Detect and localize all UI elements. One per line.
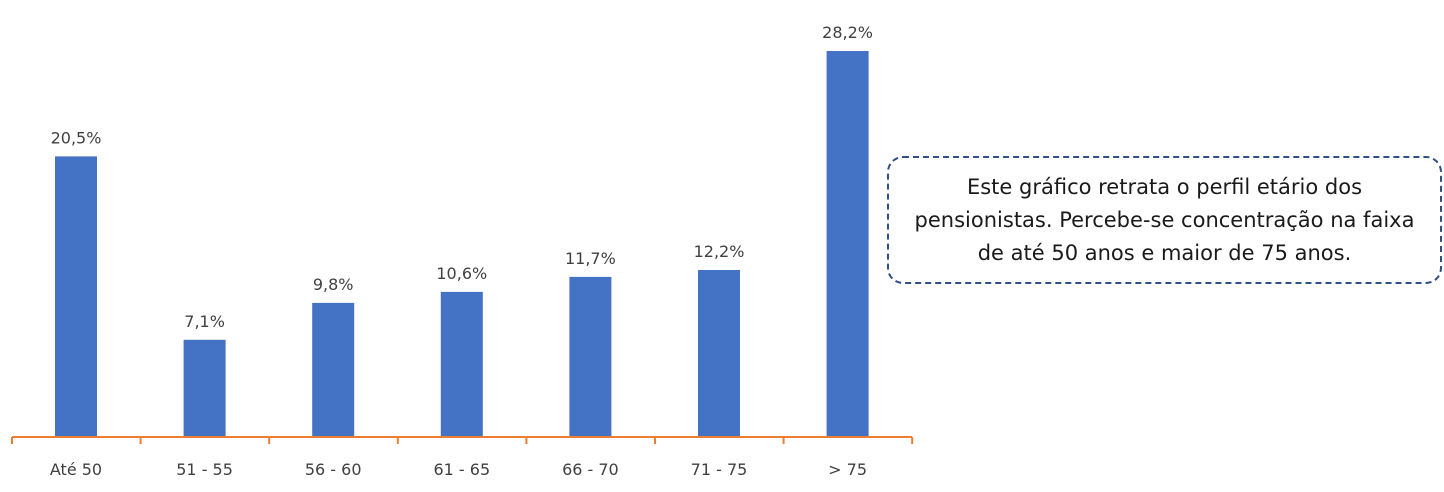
data-label-7: 28,2% xyxy=(822,23,873,42)
data-label-1: 20,5% xyxy=(51,128,102,147)
x-axis xyxy=(11,436,914,444)
data-label-6: 12,2% xyxy=(694,242,745,261)
tick-label-1: Até 50 xyxy=(50,460,102,479)
bar-2 xyxy=(183,339,226,437)
data-label-3: 9,8% xyxy=(313,275,354,294)
bar-1 xyxy=(55,156,97,437)
bar-6 xyxy=(698,270,740,437)
callout-text: Este gráfico retrata o perfil etário dos… xyxy=(914,174,1415,265)
tick-label-6: 71 - 75 xyxy=(691,460,748,479)
tick-label-2: 51 - 55 xyxy=(176,460,233,479)
data-label-5: 11,7% xyxy=(565,249,616,268)
callout-box: Este gráfico retrata o perfil etário dos… xyxy=(887,156,1442,284)
bar-7 xyxy=(826,51,869,437)
tick-labels-layer: Até 50 51 - 55 56 - 60 61 - 65 66 - 70 71 - 7… xyxy=(50,460,867,479)
bar-3 xyxy=(312,302,355,437)
data-label-2: 7,1% xyxy=(184,312,225,331)
tick-label-4: 61 - 65 xyxy=(433,460,490,479)
tick-label-7: > 75 xyxy=(828,460,867,479)
data-label-4: 10,6% xyxy=(436,264,487,283)
bar-5 xyxy=(569,276,612,437)
tick-label-5: 66 - 70 xyxy=(562,460,619,479)
data-labels-layer: 20,5% 7,1% 9,8% 10,6% 11,7% 12,2% 28,2% xyxy=(51,23,873,331)
tick-label-3: 56 - 60 xyxy=(305,460,362,479)
bars-layer xyxy=(55,51,869,437)
bar-4 xyxy=(440,291,483,437)
